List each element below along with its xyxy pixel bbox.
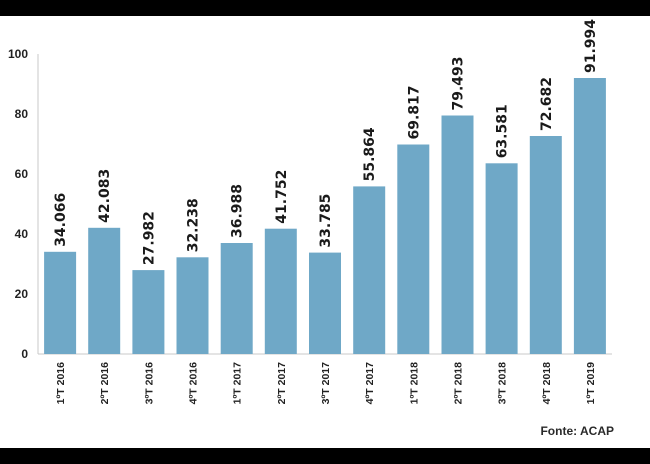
data-label: 72.682 [539,77,555,131]
data-label: 36.988 [230,184,246,238]
x-tick-label: 4ºT 2016 [188,362,200,405]
bar [309,252,341,354]
bar [529,136,562,354]
x-tick-label: 3ºT 2017 [320,362,332,405]
y-tick-label: 60 [15,167,29,181]
x-tick-label: 2ºT 2016 [99,362,111,405]
data-label: 33.785 [318,194,334,248]
y-tick-label: 0 [21,347,28,361]
bar [264,228,297,354]
data-label: 91.994 [583,19,599,73]
x-tick-label: 4ºT 2017 [364,362,376,405]
x-tick-label: 1ºT 2017 [232,362,244,405]
data-label: 63.581 [495,104,511,158]
source-note: Fonte: ACAP [540,424,614,438]
x-tick-label: 1ºT 2016 [55,362,67,405]
data-label: 41.752 [274,170,290,224]
data-label: 42.083 [97,169,113,223]
bar [44,251,77,354]
data-label: 32.238 [186,198,202,252]
x-tick-label: 1ºT 2019 [585,362,597,405]
x-tick-label: 2ºT 2018 [453,362,465,405]
bar [573,78,606,354]
x-tick-label: 2ºT 2017 [276,362,288,405]
y-axis-ticks: 0 20 40 60 80 100 [8,47,28,361]
data-label: 27.982 [141,211,157,265]
y-tick-label: 80 [15,107,29,121]
x-axis-ticks: 1ºT 2016 2ºT 2016 3ºT 2016 4ºT 2016 1ºT 2017… [55,362,597,405]
bar [353,186,386,354]
data-label: 55.864 [362,127,378,181]
bar [397,144,430,354]
bar [176,257,209,354]
bar [441,115,474,354]
data-label: 79.493 [451,56,467,110]
bar [485,163,518,354]
bar [88,227,121,354]
y-tick-label: 100 [8,47,28,61]
chart-panel: 34.066 42.083 27.982 32.238 36.988 41.752 33.7… [0,16,650,448]
data-label: 69.817 [406,85,422,139]
x-tick-label: 3ºT 2016 [143,362,155,405]
x-tick-label: 3ºT 2018 [497,362,509,405]
y-tick-label: 40 [15,227,29,241]
bar [132,270,165,354]
y-tick-label: 20 [15,287,29,301]
x-tick-label: 1ºT 2018 [408,362,420,405]
data-labels: 34.066 42.083 27.982 32.238 36.988 41.752 33.7… [53,19,599,265]
data-label: 34.066 [53,193,69,247]
bar-chart: 34.066 42.083 27.982 32.238 36.988 41.752 33.7… [8,19,612,405]
bars [44,78,606,354]
bar [220,243,253,354]
x-tick-label: 4ºT 2018 [541,362,553,405]
